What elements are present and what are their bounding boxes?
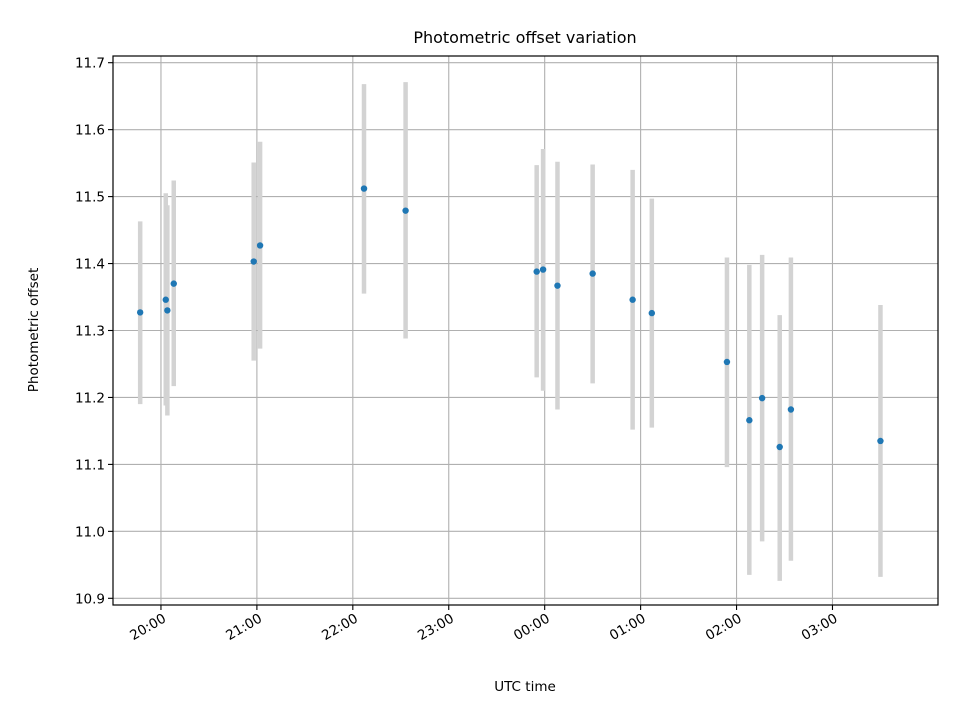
data-point <box>723 358 731 366</box>
y-tick-label: 11.6 <box>75 123 105 139</box>
data-point <box>136 309 144 316</box>
data-point <box>164 307 171 314</box>
data-points <box>136 185 884 451</box>
data-point <box>539 266 547 273</box>
y-tick-label: 11.4 <box>75 257 105 273</box>
y-tick-label: 11.2 <box>75 390 105 406</box>
data-point <box>256 242 264 249</box>
y-tick-label: 11.7 <box>75 56 105 72</box>
data-point <box>776 443 783 451</box>
data-point <box>250 258 257 265</box>
data-point <box>170 280 177 287</box>
x-axis-label: UTC time <box>494 679 556 695</box>
x-tick-label: 22:00 <box>319 611 361 644</box>
data-point <box>648 309 656 317</box>
y-tick-label: 11.3 <box>75 324 105 340</box>
chart-title: Photometric offset variation <box>413 28 636 47</box>
data-point <box>589 270 596 277</box>
x-tick-label: 02:00 <box>703 611 745 644</box>
data-point <box>746 417 753 424</box>
x-tick-label: 21:00 <box>223 611 265 644</box>
x-tick-label: 00:00 <box>511 611 553 644</box>
grid <box>113 56 938 605</box>
y-axis-label: Photometric offset <box>26 268 42 392</box>
y-tick-label: 11.0 <box>75 524 105 540</box>
x-tick-label: 01:00 <box>607 611 649 644</box>
data-point <box>360 185 368 192</box>
y-tick-label: 11.1 <box>75 457 105 473</box>
data-point <box>554 282 561 289</box>
data-point <box>787 406 795 413</box>
error-bars <box>137 82 883 581</box>
data-point <box>533 268 540 275</box>
data-point <box>162 296 169 303</box>
y-tick-label: 10.9 <box>75 591 105 607</box>
data-point <box>877 437 884 445</box>
data-point <box>629 296 636 303</box>
data-point <box>758 394 766 402</box>
x-tick-label: 23:00 <box>415 611 457 644</box>
x-tick-label: 03:00 <box>799 611 841 644</box>
x-tick-label: 20:00 <box>127 611 169 644</box>
data-point <box>402 207 409 214</box>
y-tick-label: 11.5 <box>75 190 105 206</box>
